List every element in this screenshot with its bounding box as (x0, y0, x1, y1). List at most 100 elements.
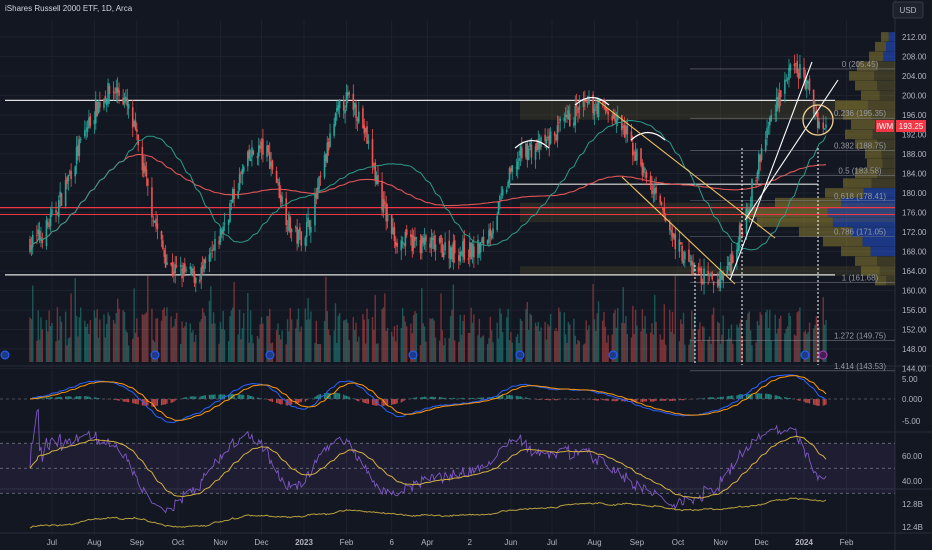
profile-bar (825, 188, 864, 198)
macd-hist (429, 397, 431, 399)
candle-body (352, 93, 355, 110)
volume-bar (47, 331, 49, 362)
candlestick-series (29, 53, 827, 295)
volume-bar (412, 314, 415, 362)
volume-bar (438, 340, 441, 362)
macd-hist (508, 394, 511, 399)
macd-hist (84, 396, 86, 399)
candle-body (400, 240, 403, 251)
candle-body (145, 169, 148, 177)
candle-body (411, 234, 414, 252)
candle-body (737, 242, 740, 252)
macd-hist (55, 397, 57, 399)
volume-bar (699, 322, 701, 362)
volume-bar (318, 343, 320, 362)
profile-bar (875, 275, 886, 286)
candle-body (722, 273, 725, 282)
candle-body (805, 80, 808, 89)
volume-bar (425, 341, 427, 362)
volume-bar (219, 321, 222, 362)
volume-bar (751, 345, 753, 362)
candle-body (597, 98, 600, 117)
macd-hist (391, 399, 393, 405)
candle-body (131, 107, 134, 128)
profile-bar (775, 197, 841, 208)
profile-bar (871, 178, 895, 188)
candle-body (779, 90, 782, 97)
volume-bar (229, 316, 231, 362)
volume-bar (401, 308, 404, 362)
candle-body (645, 171, 648, 178)
candle-body (616, 115, 619, 121)
macd-hist (334, 392, 337, 399)
candle-body (285, 198, 287, 226)
volume-bar (252, 343, 255, 362)
volume-bar (556, 331, 559, 362)
volume-bar (210, 286, 212, 362)
volume-bar (304, 308, 307, 362)
volume-bar (406, 326, 408, 362)
volume-bar (125, 330, 127, 362)
last-price-tag: IWM 193.25 (876, 120, 926, 132)
candle-body (719, 269, 722, 289)
candle-body (778, 92, 781, 109)
rsi-pane (0, 408, 895, 514)
candle-body (595, 106, 597, 108)
candle-body (363, 125, 366, 134)
macd-hist (112, 399, 115, 400)
volume-bar (612, 313, 615, 362)
profile-bar (843, 110, 872, 120)
macd-hist (154, 399, 156, 407)
macd-hist (144, 399, 146, 406)
macd-hist (67, 396, 69, 399)
macd-hist (673, 399, 675, 401)
candle-body (371, 139, 374, 167)
candle-body (708, 274, 711, 276)
price-tick-label: 212.00 (902, 33, 927, 42)
macd-hist (195, 396, 197, 399)
volume-bar (767, 327, 770, 362)
volume-bar (547, 324, 549, 362)
candle-body (96, 101, 98, 116)
candle-body (333, 123, 335, 136)
macd-hist (385, 399, 387, 406)
volume-bar (89, 320, 91, 362)
volume-bar (390, 331, 393, 362)
volume-bar (515, 336, 518, 362)
candle-body (566, 114, 568, 118)
candle-body (468, 242, 471, 258)
macd-hist (415, 397, 417, 399)
candle-body (192, 268, 194, 274)
volume-bar (625, 316, 627, 362)
macd-hist (267, 399, 269, 400)
macd-hist (651, 399, 653, 402)
macd-hist (95, 397, 97, 399)
profile-bar (877, 256, 895, 266)
fib-label: 0.786 (171.05) (834, 228, 886, 237)
price-tick-label: 208.00 (902, 53, 927, 62)
volume-bar (151, 308, 153, 362)
macd-hist (356, 399, 359, 402)
volume-bar (536, 326, 538, 362)
profile-bar (827, 207, 895, 218)
volume-bar (623, 323, 626, 362)
candle-body (300, 231, 303, 246)
currency-button[interactable]: USD (892, 1, 924, 19)
candle-body (279, 194, 282, 202)
volume-bar (462, 321, 464, 362)
time-tick-label: Aug (87, 538, 101, 547)
volume-bar (651, 323, 653, 362)
candle-body (396, 243, 398, 247)
volume-bar (67, 338, 70, 362)
volume-bar (289, 308, 291, 362)
candle-body (256, 156, 259, 159)
candle-body (147, 178, 149, 186)
volume-bar (636, 325, 638, 362)
candle-body (222, 226, 224, 234)
volume-bar (143, 315, 145, 362)
profile-bar (835, 100, 868, 110)
macd-hist (730, 395, 733, 399)
volume-bar (732, 343, 734, 362)
